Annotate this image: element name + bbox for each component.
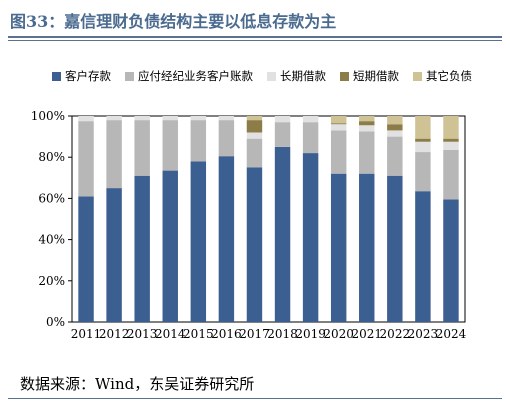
x-tick-label: 2018 bbox=[267, 327, 298, 341]
bar-segment bbox=[359, 173, 375, 322]
bar-segment bbox=[78, 116, 94, 122]
legend-swatch bbox=[52, 71, 61, 81]
bar-segment bbox=[359, 121, 375, 126]
bar-segment bbox=[415, 138, 431, 142]
bar-segment bbox=[330, 124, 347, 131]
y-tick-label: 100% bbox=[31, 109, 65, 123]
bar-segment bbox=[387, 175, 403, 322]
legend-swatch bbox=[125, 71, 134, 81]
legend-swatch bbox=[267, 71, 276, 81]
bar-segment bbox=[359, 116, 375, 122]
bar-segment bbox=[274, 116, 291, 123]
x-tick-label: 2012 bbox=[99, 327, 130, 341]
y-tick-label: 60% bbox=[38, 191, 65, 205]
bottom-rule bbox=[8, 398, 502, 399]
bar-segment bbox=[302, 116, 319, 123]
bar-segment bbox=[274, 122, 291, 147]
x-tick-label: 2011 bbox=[71, 327, 102, 341]
bar-segment bbox=[443, 141, 459, 150]
legend-label: 长期借款 bbox=[280, 69, 326, 83]
bar-segment bbox=[106, 116, 122, 121]
bar-segment bbox=[134, 120, 150, 176]
bar-segment bbox=[443, 138, 459, 142]
x-tick-label: 2022 bbox=[380, 327, 411, 341]
bar-segment bbox=[218, 116, 235, 121]
legend-swatch bbox=[413, 71, 422, 81]
bar-segment bbox=[190, 116, 207, 121]
legend-item: 长期借款 bbox=[267, 68, 326, 84]
bar-segment bbox=[106, 120, 122, 189]
bar-segment bbox=[359, 125, 375, 132]
bar-segment bbox=[415, 141, 431, 153]
bar-segment bbox=[106, 188, 122, 322]
bar-segment bbox=[415, 191, 431, 322]
bar-segment bbox=[387, 116, 403, 125]
legend-label: 客户存款 bbox=[65, 69, 111, 83]
bar-segment bbox=[246, 138, 263, 168]
title-rule bbox=[8, 36, 502, 38]
x-tick-label: 2017 bbox=[239, 327, 270, 341]
bar-segment bbox=[246, 120, 263, 133]
bar-segment bbox=[359, 131, 375, 174]
bar-segment bbox=[246, 167, 263, 322]
bar-segment bbox=[246, 132, 263, 139]
x-tick-label: 2015 bbox=[183, 327, 214, 341]
legend-item: 其它负债 bbox=[413, 68, 472, 84]
bar-segment bbox=[387, 130, 403, 137]
legend-swatch bbox=[340, 71, 349, 81]
bar-segment bbox=[162, 170, 178, 322]
x-tick-label: 2020 bbox=[323, 327, 354, 341]
bar-segment bbox=[246, 116, 263, 121]
legend-label: 应付经纪业务客户账款 bbox=[138, 69, 253, 83]
bar-segment bbox=[415, 116, 431, 139]
bar-segment bbox=[302, 122, 319, 154]
bar-segment bbox=[134, 116, 150, 121]
bar-segment bbox=[162, 120, 178, 171]
legend-item: 短期借款 bbox=[340, 68, 399, 84]
figure-title: 图33：嘉信理财负债结构主要以低息存款为主 bbox=[10, 12, 337, 31]
y-tick-label: 0% bbox=[46, 315, 65, 329]
bar-segment bbox=[387, 136, 403, 176]
bar-segment bbox=[274, 146, 291, 322]
bar-segment bbox=[330, 116, 347, 124]
bar-segment bbox=[218, 120, 235, 157]
bar-segment bbox=[190, 120, 207, 162]
plot-frame bbox=[71, 115, 466, 323]
bar-segment bbox=[190, 161, 207, 322]
bar-segment bbox=[78, 196, 94, 322]
legend-item: 客户存款 bbox=[52, 68, 111, 84]
bar-segment bbox=[302, 153, 319, 322]
x-tick-label: 2014 bbox=[155, 327, 186, 341]
bar-segment bbox=[330, 173, 347, 322]
bar-segment bbox=[134, 175, 150, 322]
bar-segment bbox=[162, 116, 178, 121]
legend-item: 应付经纪业务客户账款 bbox=[125, 68, 253, 84]
bar-segment bbox=[387, 124, 403, 131]
y-tick-label: 40% bbox=[38, 233, 65, 247]
bar-segment bbox=[78, 121, 94, 197]
bar-segment bbox=[415, 152, 431, 192]
bar-segment bbox=[443, 149, 459, 200]
bar-segment bbox=[443, 199, 459, 322]
chart-legend: 客户存款 应付经纪业务客户账款 长期借款 短期借款 其它负债 bbox=[42, 68, 482, 84]
y-tick-label: 20% bbox=[38, 274, 65, 288]
bar-segment bbox=[330, 130, 347, 174]
x-tick-label: 2023 bbox=[408, 327, 439, 341]
title-rule-thin bbox=[8, 40, 502, 41]
figure-source: 数据来源：Wind，东吴证券研究所 bbox=[20, 375, 255, 393]
bar-segment bbox=[330, 123, 347, 125]
x-tick-label: 2024 bbox=[436, 327, 467, 341]
bar-segment bbox=[443, 116, 459, 139]
x-tick-label: 2016 bbox=[211, 327, 242, 341]
bar-segment bbox=[218, 156, 235, 322]
x-tick-label: 2019 bbox=[295, 327, 326, 341]
x-tick-label: 2013 bbox=[127, 327, 158, 341]
x-tick-label: 2021 bbox=[351, 327, 382, 341]
y-tick-label: 80% bbox=[38, 150, 65, 164]
legend-label: 短期借款 bbox=[353, 69, 399, 83]
legend-label: 其它负债 bbox=[426, 69, 472, 83]
